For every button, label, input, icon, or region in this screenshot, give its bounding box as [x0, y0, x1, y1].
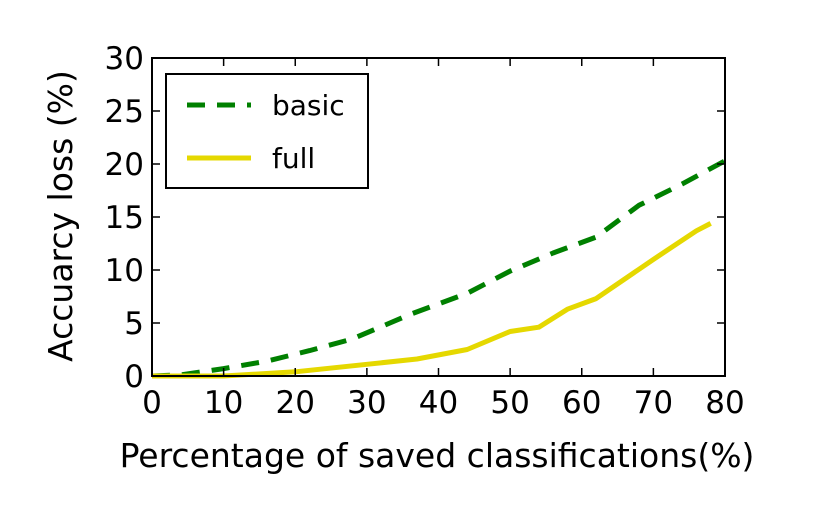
- series-line-basic: [151, 158, 727, 379]
- y-tick-label: 25: [105, 94, 144, 130]
- y-tick-label: 10: [105, 253, 144, 289]
- x-tick-label: 30: [347, 385, 386, 421]
- y-tick-label: 30: [105, 41, 144, 77]
- y-tick-label: 15: [105, 200, 144, 236]
- x-tick-label: 10: [204, 385, 243, 421]
- x-tick-label: 80: [705, 385, 744, 421]
- x-tick-label: 50: [490, 385, 529, 421]
- x-axis-label: Percentage of saved classifications(%): [120, 436, 755, 475]
- legend-label-basic: basic: [272, 89, 345, 122]
- legend-frame: [165, 73, 369, 189]
- x-tick-label: 0: [142, 385, 162, 421]
- x-tick-label: 60: [562, 385, 601, 421]
- y-tick-label: 5: [124, 306, 144, 342]
- y-tick-label: 0: [124, 359, 144, 395]
- ticks-layer: 0 10 20 30 40 50 60 70 80 0 5 10 15 20 25 30: [105, 41, 745, 421]
- legend-label-full: full: [272, 142, 315, 175]
- x-tick-label: 20: [276, 385, 315, 421]
- x-tick-label: 40: [419, 385, 458, 421]
- legend: basic full: [165, 73, 369, 189]
- y-tick-label: 20: [105, 147, 144, 183]
- y-axis-label: Accuarcy loss (%): [41, 70, 80, 362]
- x-tick-label: 70: [634, 385, 673, 421]
